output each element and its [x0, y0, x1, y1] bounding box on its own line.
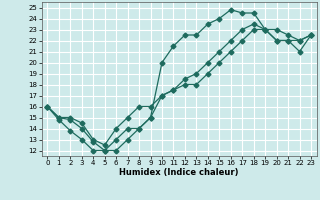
- X-axis label: Humidex (Indice chaleur): Humidex (Indice chaleur): [119, 168, 239, 177]
